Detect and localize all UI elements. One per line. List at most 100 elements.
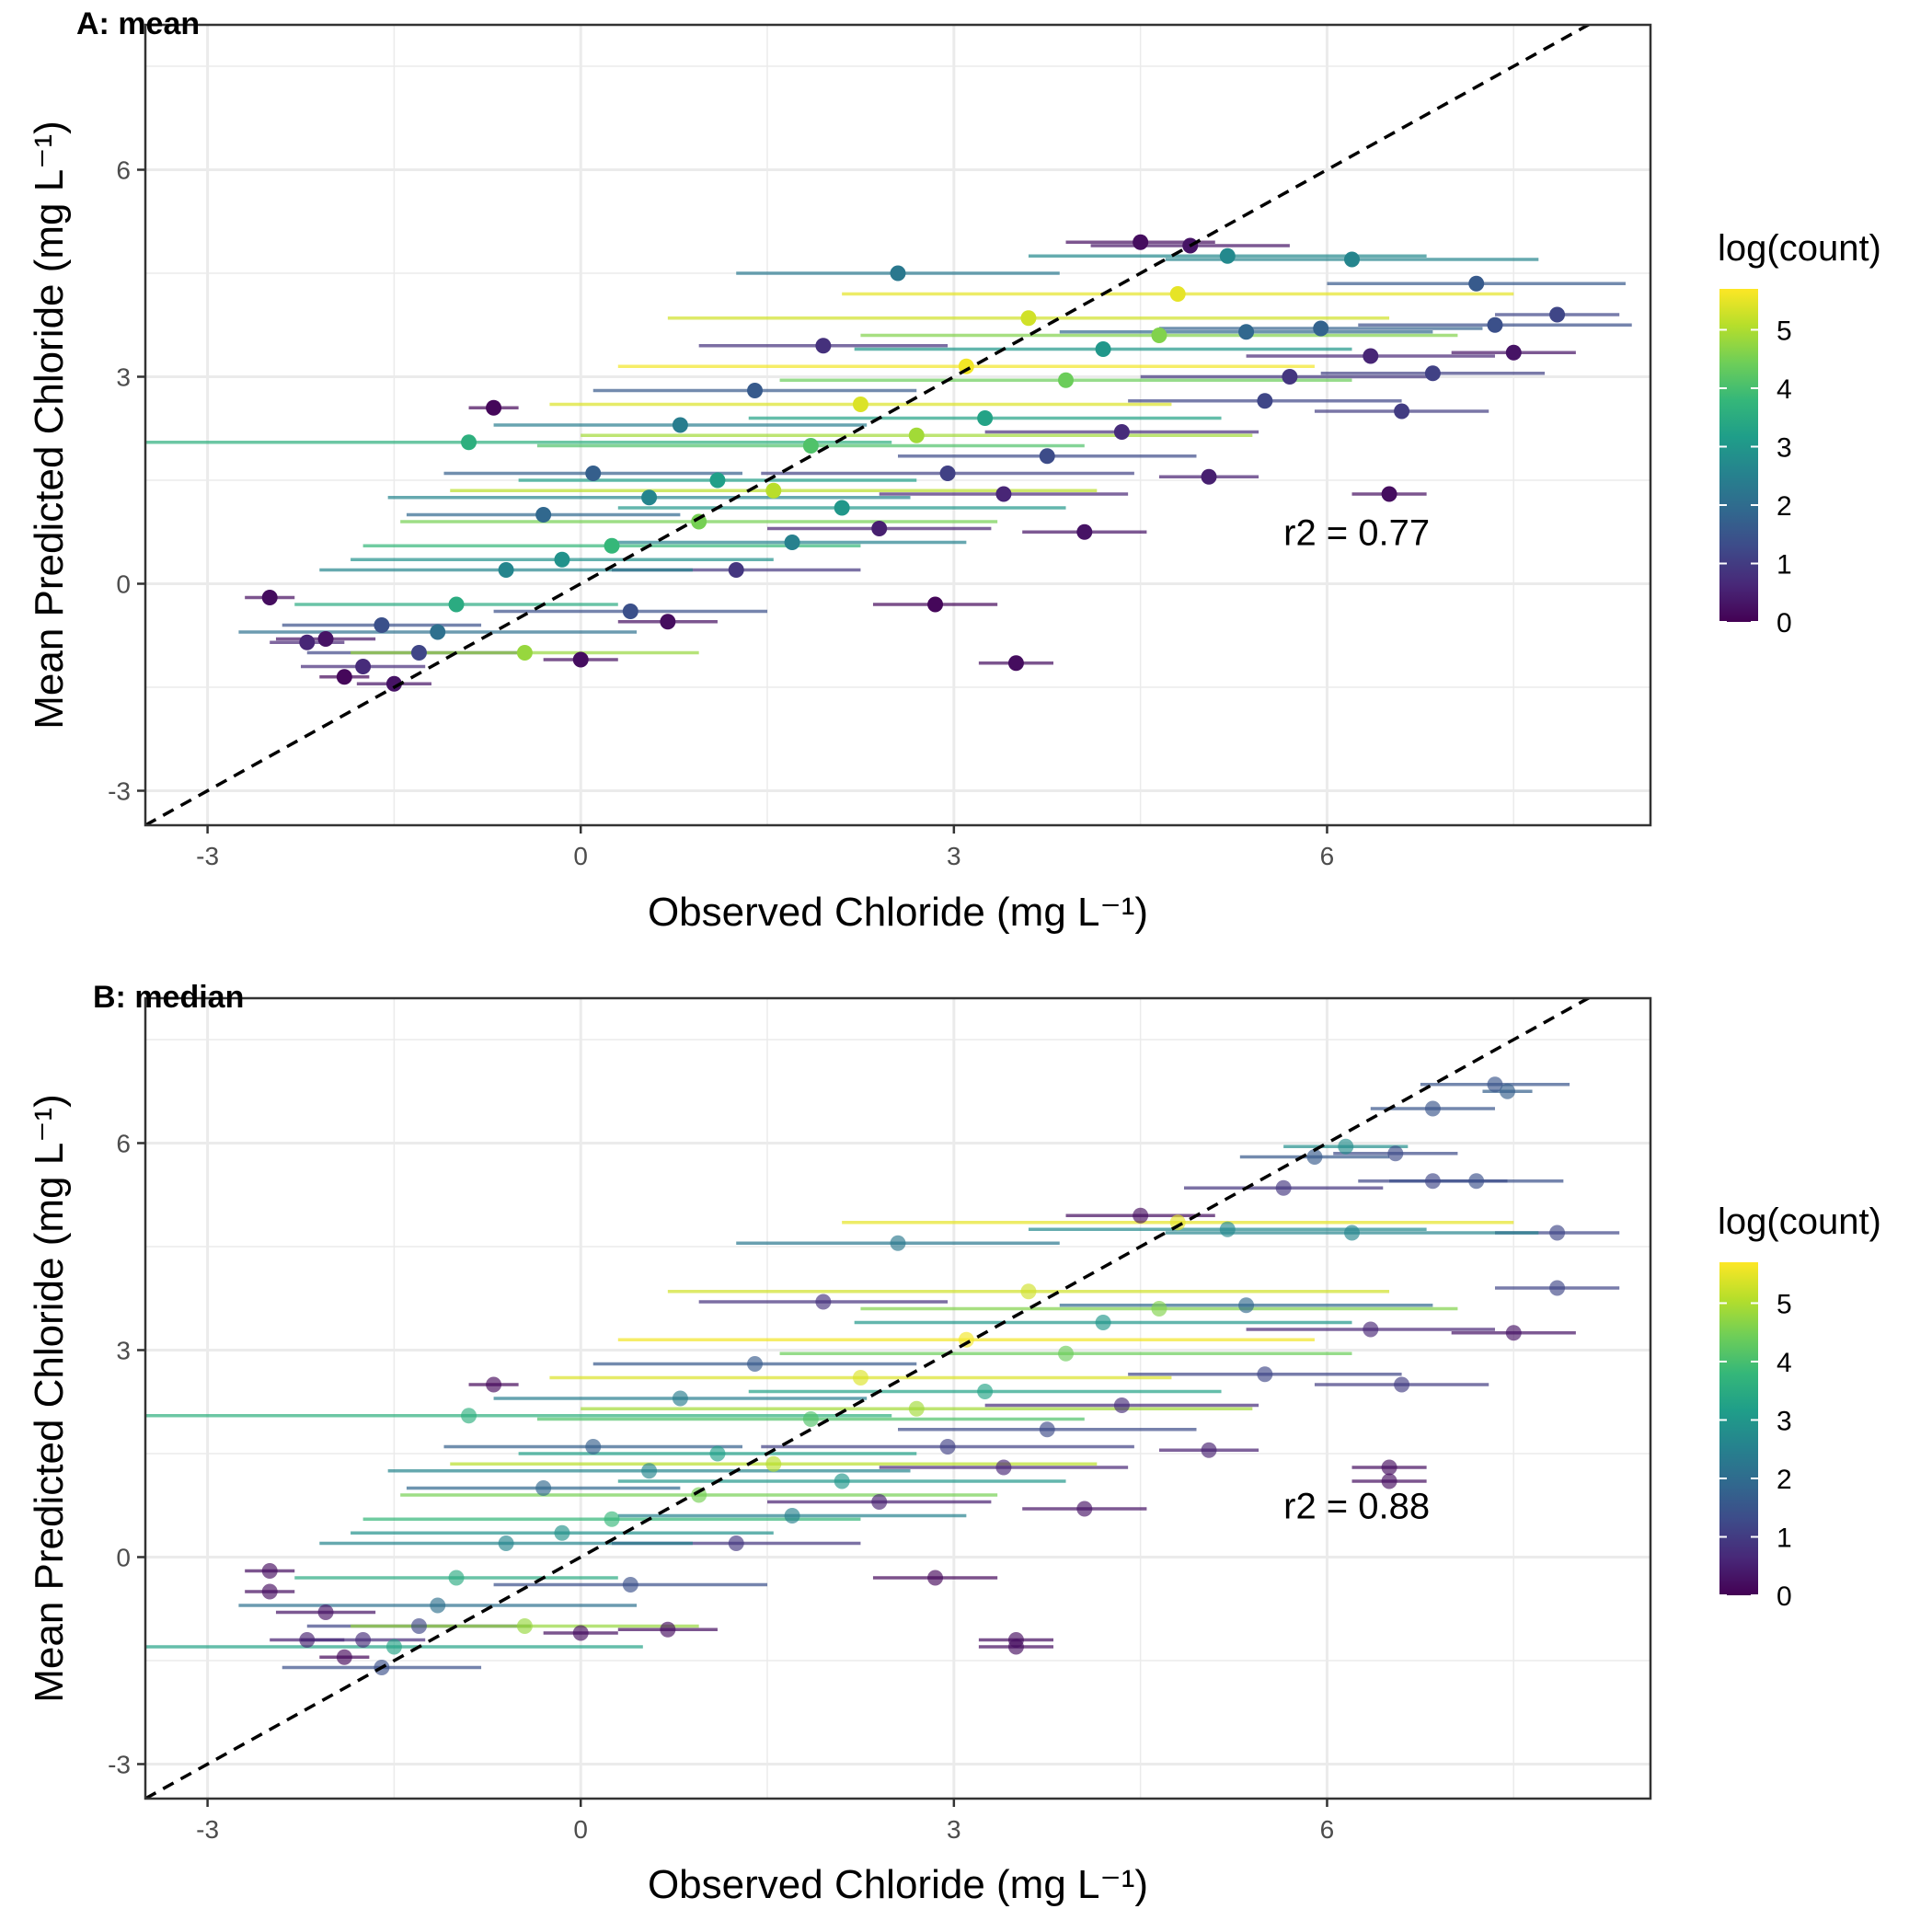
data-point	[1344, 1225, 1361, 1241]
panel-label: A: mean	[76, 6, 200, 41]
data-point	[709, 472, 726, 489]
data-point	[1381, 486, 1397, 502]
x-tick-label: 3	[947, 1815, 961, 1844]
data-point	[1394, 1376, 1410, 1393]
data-point	[1257, 1366, 1273, 1383]
data-point	[604, 537, 620, 554]
data-point	[1306, 1149, 1323, 1165]
data-point	[374, 617, 390, 633]
data-point	[554, 1524, 570, 1541]
panel-b: -3 0 3 6 -3 0 3 6 Observed Chloride (mg L⁻¹) Mean…	[27, 980, 1881, 1907]
y-tick-label: 0	[116, 1544, 131, 1572]
x-tick-label: -3	[196, 1815, 219, 1844]
data-point	[672, 1390, 688, 1407]
data-point	[1133, 234, 1149, 250]
data-point	[585, 466, 602, 481]
data-point	[939, 1439, 956, 1455]
data-point	[709, 1445, 726, 1462]
data-point	[1039, 448, 1055, 465]
legend-tick-label: 2	[1777, 1465, 1792, 1495]
y-axis-title: Mean Predicted Chloride (mg L⁻¹)	[27, 1094, 72, 1702]
data-point	[1338, 1138, 1354, 1155]
data-point	[572, 1625, 589, 1641]
legend-title: log(count)	[1718, 228, 1881, 269]
data-point	[461, 434, 477, 451]
legend-tick-label: 0	[1777, 1581, 1792, 1612]
data-point	[1058, 372, 1075, 388]
x-axis-title: Observed Chloride (mg L⁻¹)	[648, 890, 1148, 935]
data-point	[261, 590, 278, 605]
data-point	[852, 397, 868, 412]
data-point	[1219, 1221, 1236, 1237]
data-point	[1169, 286, 1186, 302]
data-point	[1238, 324, 1255, 340]
data-point	[461, 1408, 477, 1424]
data-point	[1201, 468, 1217, 485]
y-tick-label: -3	[108, 1751, 131, 1779]
data-point	[516, 1618, 533, 1634]
panel-border	[144, 996, 1652, 1800]
data-point	[728, 562, 744, 578]
data-point	[1058, 1345, 1075, 1362]
data-point	[535, 507, 552, 523]
data-point	[995, 1459, 1012, 1476]
data-point	[554, 551, 570, 568]
legend-tick-label: 3	[1777, 1406, 1792, 1436]
data-point	[747, 383, 764, 398]
reference-line	[145, 998, 1593, 1799]
data-layer	[145, 25, 1632, 825]
data-point	[1505, 344, 1522, 361]
data-point	[908, 1400, 925, 1417]
data-point	[448, 596, 465, 613]
data-point	[802, 1411, 819, 1427]
data-point	[1549, 306, 1566, 323]
reference-line	[145, 25, 1593, 825]
data-point	[1313, 320, 1329, 337]
data-point	[1381, 1459, 1397, 1476]
data-point	[834, 500, 850, 516]
data-point	[1039, 1421, 1055, 1438]
data-point	[1549, 1280, 1566, 1296]
data-point	[641, 1463, 658, 1479]
data-point	[385, 1639, 402, 1655]
y-tick-label: 3	[116, 363, 131, 392]
data-point	[1007, 1639, 1024, 1655]
data-point	[1076, 1501, 1093, 1517]
data-point	[317, 1604, 334, 1620]
data-point	[641, 489, 658, 506]
data-point	[852, 1370, 868, 1386]
data-point	[815, 338, 832, 354]
data-point	[765, 1455, 782, 1472]
legend-tick-label: 1	[1777, 1523, 1792, 1553]
data-point	[784, 535, 800, 550]
data-point	[604, 1511, 620, 1527]
data-point	[890, 265, 906, 282]
x-tick-label: 3	[947, 842, 961, 870]
data-point	[535, 1480, 552, 1496]
data-point	[660, 614, 676, 630]
data-point	[385, 675, 402, 692]
data-point	[765, 482, 782, 499]
legend-tick-label: 5	[1777, 1289, 1792, 1319]
data-point	[299, 634, 316, 650]
data-point	[1487, 316, 1503, 333]
data-point	[448, 1570, 465, 1586]
data-point	[1505, 1325, 1522, 1341]
data-point	[1275, 1179, 1292, 1196]
data-point	[890, 1235, 906, 1251]
data-point	[784, 1508, 800, 1524]
x-tick-label: 0	[573, 1815, 588, 1844]
legend-tick-label: 2	[1777, 491, 1792, 522]
data-point	[585, 1439, 602, 1455]
x-axis-title: Observed Chloride (mg L⁻¹)	[648, 1862, 1148, 1907]
data-point	[1282, 369, 1298, 385]
data-point	[336, 1649, 352, 1665]
data-point	[815, 1294, 832, 1310]
data-point	[1487, 1076, 1503, 1093]
data-point	[1113, 424, 1130, 440]
data-point	[410, 1618, 427, 1634]
panel-border	[144, 23, 1652, 827]
data-point	[317, 631, 334, 647]
data-point	[299, 1632, 316, 1648]
